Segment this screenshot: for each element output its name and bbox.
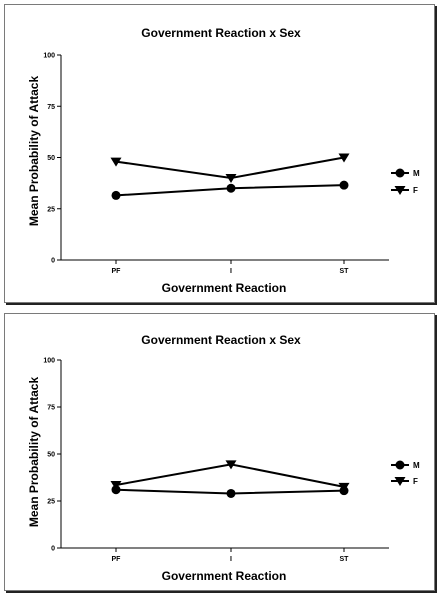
chart-panel-2: Government Reaction x Sex Mean Probabili…	[4, 313, 435, 591]
y-tick-label: 25	[47, 206, 55, 213]
series-group	[110, 460, 350, 498]
axis-ticks: 0 25 50 75 100 PF I ST	[43, 53, 349, 276]
axis-ticks: 0 25 50 75 100 PF I ST	[43, 358, 349, 564]
x-axis-title: Government Reaction	[162, 281, 287, 295]
data-point-F	[225, 460, 237, 470]
legend: MF	[391, 168, 420, 195]
legend-marker-M	[395, 168, 405, 178]
data-point-F	[110, 157, 122, 167]
legend-label-F: F	[413, 186, 418, 195]
chart-1-svg: Government Reaction x Sex Mean Probabili…	[27, 26, 420, 295]
legend-label-F: F	[413, 477, 418, 486]
data-point-F	[338, 482, 350, 492]
y-axis-title: Mean Probability of Attack	[27, 377, 41, 528]
legend-marker-M	[395, 460, 405, 470]
y-tick-label: 50	[47, 155, 55, 162]
chart-title: Government Reaction x Sex	[141, 26, 301, 40]
chart-2-svg: Government Reaction x Sex Mean Probabili…	[27, 333, 420, 583]
series-line-F	[115, 463, 345, 488]
y-tick-label: 50	[47, 452, 55, 459]
y-tick-label: 75	[47, 405, 55, 412]
chart-title: Government Reaction x Sex	[141, 333, 301, 347]
y-tick-label: 100	[43, 358, 55, 365]
y-tick-label: 100	[43, 53, 55, 60]
series-group	[110, 153, 350, 200]
y-tick-label: 25	[47, 499, 55, 506]
data-point-F	[225, 174, 237, 183]
data-point-M	[339, 180, 349, 190]
data-point-M	[226, 488, 236, 498]
data-point-M	[226, 183, 236, 193]
chart-panel-1: Government Reaction x Sex Mean Probabili…	[4, 4, 435, 303]
x-tick-label: PF	[112, 268, 122, 275]
data-point-M	[111, 190, 121, 200]
y-tick-label: 75	[47, 104, 55, 111]
y-tick-label: 0	[51, 546, 55, 553]
legend-label-M: M	[413, 461, 420, 470]
data-point-F	[110, 481, 122, 491]
x-axis-title: Government Reaction	[162, 569, 287, 583]
x-tick-label: ST	[340, 268, 350, 275]
data-point-F	[338, 153, 350, 163]
x-tick-label: I	[230, 556, 232, 563]
x-tick-label: ST	[340, 556, 350, 563]
legend-marker-F	[394, 186, 406, 195]
y-tick-label: 0	[51, 258, 55, 265]
x-tick-label: PF	[112, 556, 122, 563]
legend: MF	[391, 460, 420, 486]
legend-label-M: M	[413, 169, 420, 178]
y-axis-title: Mean Probability of Attack	[27, 76, 41, 227]
x-tick-label: I	[230, 268, 232, 275]
legend-marker-F	[394, 477, 406, 486]
